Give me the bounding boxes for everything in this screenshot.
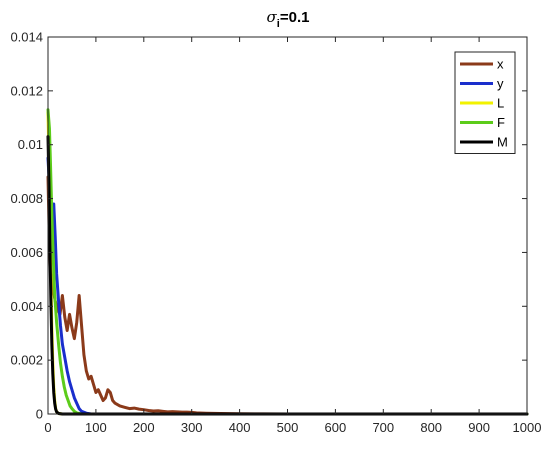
x-tick-label: 400	[229, 420, 251, 435]
x-tick-label: 900	[468, 420, 490, 435]
y-axis: 0 0.002 0.004 0.006 0.008 0.01 0.012 0.014	[10, 30, 527, 422]
plot-area	[48, 37, 527, 414]
y-tick-label: 0.006	[10, 245, 43, 260]
title-subscript: i	[277, 18, 280, 30]
x-tick-label: 300	[181, 420, 203, 435]
series-line-F	[46, 108, 529, 416]
series-line-M	[46, 135, 529, 416]
series-group	[46, 108, 529, 416]
title-rest: =0.1	[280, 9, 310, 26]
legend-label-x: x	[497, 57, 504, 72]
legend-label-M: M	[497, 135, 508, 150]
x-axis: 0 100 200 300 400 500 600 700 800 900 1000	[44, 37, 541, 435]
y-tick-label: 0	[36, 407, 43, 422]
title-sigma: σ	[267, 8, 278, 26]
chart-title-text: σi=0.1	[267, 8, 310, 30]
x-tick-label: 200	[133, 420, 155, 435]
x-tick-label: 1000	[513, 420, 542, 435]
y-tick-label: 0.004	[10, 299, 43, 314]
y-tick-label: 0.002	[10, 353, 43, 368]
x-tick-label: 0	[44, 420, 51, 435]
y-tick-label: 0.014	[10, 30, 43, 45]
y-tick-label: 0.008	[10, 191, 43, 206]
y-tick-label: 0.012	[10, 83, 43, 98]
series-line-x	[46, 175, 529, 416]
legend-label-F: F	[497, 115, 505, 130]
x-tick-label: 600	[325, 420, 347, 435]
legend-label-y: y	[497, 76, 504, 91]
x-tick-label: 100	[85, 420, 107, 435]
x-tick-label: 500	[277, 420, 299, 435]
y-tick-label: 0.01	[18, 137, 43, 152]
x-tick-label: 700	[372, 420, 394, 435]
legend-label-L: L	[497, 96, 504, 111]
chart-title: σi=0.1	[267, 8, 310, 30]
x-tick-label: 800	[420, 420, 442, 435]
